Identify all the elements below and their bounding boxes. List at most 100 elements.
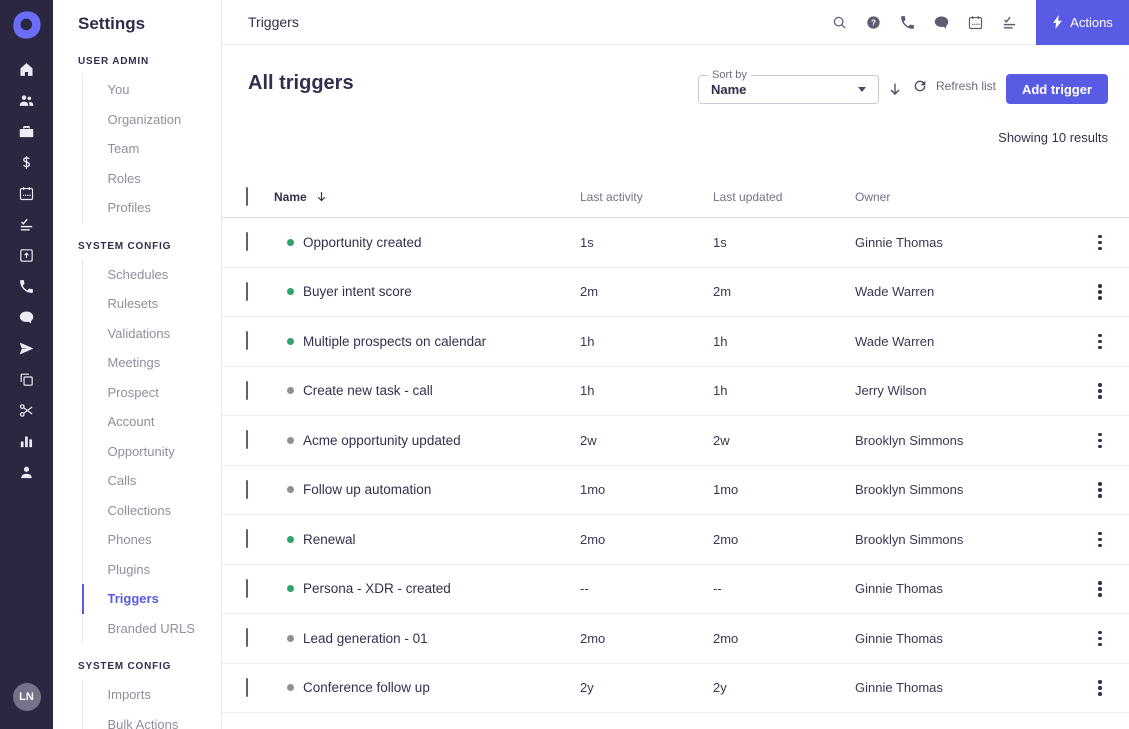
last-updated-value: 1h bbox=[713, 383, 728, 399]
row-checkbox[interactable] bbox=[246, 529, 248, 549]
trigger-name: Lead generation - 01 bbox=[303, 630, 428, 646]
triggers-table: Name Last activity Last updated Owner Op… bbox=[222, 176, 1129, 713]
user-avatar[interactable]: LN bbox=[12, 683, 41, 711]
column-header-last-activity: Last activity bbox=[580, 189, 643, 204]
sidebar-item-list: You Organization Team Roles Profiles bbox=[82, 75, 221, 223]
row-checkbox[interactable] bbox=[246, 331, 248, 351]
sort-by-select[interactable]: Sort by Name bbox=[698, 69, 879, 104]
row-menu-button[interactable] bbox=[1088, 377, 1112, 405]
phone-icon[interactable] bbox=[890, 5, 924, 39]
calendar-icon[interactable] bbox=[14, 180, 40, 206]
row-menu-button[interactable] bbox=[1088, 624, 1112, 652]
actions-button-label: Actions bbox=[1070, 14, 1113, 30]
table-header-row: Name Last activity Last updated Owner bbox=[222, 176, 1129, 218]
sidebar-item-schedules[interactable]: Schedules bbox=[107, 266, 169, 282]
last-updated-value: 2mo bbox=[713, 531, 739, 547]
last-updated-value: -- bbox=[713, 581, 722, 597]
last-activity-value: 1h bbox=[580, 333, 595, 349]
status-dot bbox=[287, 486, 294, 494]
row-menu-button[interactable] bbox=[1088, 278, 1112, 306]
row-checkbox[interactable] bbox=[246, 628, 248, 648]
sidebar-item-rulesets[interactable]: Rulesets bbox=[107, 296, 159, 312]
sidebar-item-plugins[interactable]: Plugins bbox=[107, 561, 151, 577]
help-icon[interactable]: ? bbox=[856, 5, 890, 39]
topbar: Triggers ? Actions bbox=[222, 0, 1129, 45]
last-activity-value: 1s bbox=[580, 234, 594, 250]
trigger-name: Create new task - call bbox=[303, 383, 433, 399]
refresh-icon bbox=[914, 80, 926, 92]
last-updated-value: 1s bbox=[713, 234, 727, 250]
refresh-list-button[interactable]: Refresh list bbox=[912, 78, 996, 94]
phone-icon[interactable] bbox=[14, 273, 40, 299]
main-panel: Triggers ? Actions bbox=[222, 0, 1129, 729]
users-icon[interactable] bbox=[14, 87, 40, 113]
sidebar-item-profiles[interactable]: Profiles bbox=[107, 200, 151, 216]
app-logo-icon[interactable] bbox=[10, 8, 44, 42]
sidebar-item-calls[interactable]: Calls bbox=[107, 473, 137, 489]
briefcase-icon[interactable] bbox=[14, 118, 40, 144]
sidebar-item-branded-urls[interactable]: Branded URLS bbox=[107, 620, 195, 636]
row-checkbox[interactable] bbox=[246, 677, 248, 697]
task-check-icon[interactable] bbox=[14, 211, 40, 237]
row-menu-button[interactable] bbox=[1088, 575, 1112, 603]
sidebar-item-prospect[interactable]: Prospect bbox=[107, 384, 159, 400]
sidebar-item-opportunity[interactable]: Opportunity bbox=[107, 443, 175, 459]
sort-direction-button[interactable] bbox=[884, 78, 906, 100]
sidebar-item-organization[interactable]: Organization bbox=[107, 111, 182, 127]
add-trigger-button[interactable]: Add trigger bbox=[1005, 74, 1108, 104]
send-icon[interactable] bbox=[14, 335, 40, 361]
sidebar-item-imports[interactable]: Imports bbox=[107, 687, 151, 703]
sidebar-item-roles[interactable]: Roles bbox=[107, 170, 141, 186]
row-checkbox[interactable] bbox=[246, 578, 248, 598]
bar-chart-icon[interactable] bbox=[14, 428, 40, 454]
sidebar-item-team[interactable]: Team bbox=[107, 141, 140, 157]
chat-icon[interactable] bbox=[14, 304, 40, 330]
task-check-icon[interactable] bbox=[992, 5, 1026, 39]
row-checkbox[interactable] bbox=[246, 380, 248, 400]
row-menu-button[interactable] bbox=[1088, 426, 1112, 454]
sidebar-item-list: Imports Bulk Actions bbox=[82, 680, 221, 729]
status-dot bbox=[287, 238, 294, 246]
sidebar-item-account[interactable]: Account bbox=[107, 414, 155, 430]
row-checkbox[interactable] bbox=[246, 281, 248, 301]
sidebar-section-heading: SYSTEM CONFIG bbox=[78, 661, 172, 672]
dollar-icon[interactable] bbox=[14, 149, 40, 175]
table-row: Lead generation - 01 2mo 2mo Ginnie Thom… bbox=[222, 614, 1129, 664]
sidebar-item-collections[interactable]: Collections bbox=[107, 502, 172, 518]
calendar-icon[interactable] bbox=[958, 5, 992, 39]
trigger-name: Persona - XDR - created bbox=[303, 581, 451, 597]
select-all-checkbox[interactable] bbox=[246, 186, 248, 206]
home-icon[interactable] bbox=[14, 56, 40, 82]
sidebar-item-meetings[interactable]: Meetings bbox=[107, 355, 161, 371]
actions-button[interactable]: Actions bbox=[1036, 0, 1129, 45]
row-menu-button[interactable] bbox=[1088, 525, 1112, 553]
scissors-icon[interactable] bbox=[14, 397, 40, 423]
trigger-name: Acme opportunity updated bbox=[303, 432, 461, 448]
last-activity-value: -- bbox=[580, 581, 589, 597]
settings-sidebar: Settings USER ADMIN You Organization Team Ro… bbox=[53, 0, 222, 729]
row-menu-button[interactable] bbox=[1088, 476, 1112, 504]
row-checkbox[interactable] bbox=[246, 232, 248, 252]
row-checkbox[interactable] bbox=[246, 479, 248, 499]
row-menu-button[interactable] bbox=[1088, 674, 1112, 702]
column-header-name-sort[interactable]: Name bbox=[274, 190, 580, 204]
last-activity-value: 2m bbox=[580, 284, 599, 300]
sort-by-label: Sort by bbox=[708, 69, 751, 81]
search-icon[interactable] bbox=[822, 5, 856, 39]
table-row: Multiple prospects on calendar 1h 1h Wad… bbox=[222, 317, 1129, 367]
sidebar-item-triggers[interactable]: Triggers bbox=[81, 584, 222, 614]
sidebar-item-phones[interactable]: Phones bbox=[107, 532, 152, 548]
chat-icon[interactable] bbox=[924, 5, 958, 39]
person-icon[interactable] bbox=[14, 459, 40, 485]
sidebar-item-you[interactable]: You bbox=[107, 82, 130, 98]
row-menu-button[interactable] bbox=[1088, 228, 1112, 256]
sidebar-item-bulk-actions[interactable]: Bulk Actions bbox=[107, 716, 179, 729]
last-activity-value: 1h bbox=[580, 383, 595, 399]
row-menu-button[interactable] bbox=[1088, 327, 1112, 355]
row-checkbox[interactable] bbox=[246, 430, 248, 450]
copy-icon[interactable] bbox=[14, 366, 40, 392]
owner-value: Ginnie Thomas bbox=[855, 680, 943, 696]
box-arrow-up-icon[interactable] bbox=[14, 242, 40, 268]
owner-value: Brooklyn Simmons bbox=[855, 531, 964, 547]
sidebar-item-validations[interactable]: Validations bbox=[107, 325, 171, 341]
